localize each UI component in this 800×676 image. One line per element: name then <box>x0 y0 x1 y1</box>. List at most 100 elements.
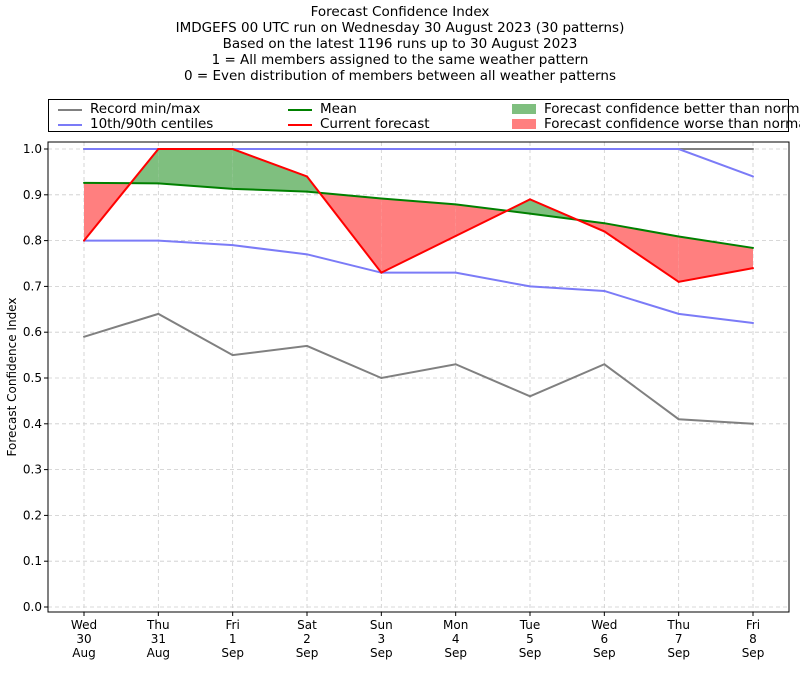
data-point-p90 <box>380 148 383 150</box>
legend-swatch <box>288 124 312 126</box>
data-point-p90 <box>83 148 85 150</box>
chart-title: Forecast Confidence Index IMDGEFS 00 UTC… <box>0 4 800 84</box>
x-tick-label: Sep <box>370 646 393 660</box>
subtitle-line: Based on the latest 1196 runs up to 30 A… <box>222 36 578 52</box>
data-point-current <box>603 230 606 233</box>
x-tick-label: Thu <box>666 618 690 632</box>
data-point-record-max <box>752 148 754 150</box>
legend-swatch <box>58 109 82 111</box>
data-point-mean <box>677 235 680 238</box>
x-tick-label: 6 <box>601 632 609 646</box>
x-tick-label: 3 <box>378 632 386 646</box>
legend-label: Current forecast <box>320 116 430 132</box>
data-point-current <box>677 280 680 283</box>
data-point-record-min <box>454 363 457 366</box>
x-tick-label: Fri <box>226 618 240 632</box>
data-point-mean <box>83 181 85 184</box>
data-point-record-min <box>83 335 85 338</box>
data-point-mean <box>157 182 160 185</box>
x-tick-label: Fri <box>746 618 760 632</box>
legend-label: Forecast confidence better than normal <box>544 101 800 117</box>
data-point-p10 <box>752 322 754 325</box>
data-point-record-min <box>752 422 754 425</box>
data-point-record-min <box>603 363 606 366</box>
y-tick-label: 0.7 <box>23 279 42 293</box>
data-point-p90 <box>752 175 754 178</box>
subtitle-line: 1 = All members assigned to the same wea… <box>211 52 589 68</box>
data-point-p10 <box>603 289 606 292</box>
fill-better-than-normal <box>158 149 233 189</box>
legend-label: Forecast confidence worse than normal <box>544 116 800 132</box>
data-point-p10 <box>677 312 680 315</box>
series-line-p10 <box>84 239 754 325</box>
y-tick-label: 0.8 <box>23 234 42 248</box>
x-tick-label: Thu <box>146 618 170 632</box>
data-point-mean <box>231 187 234 190</box>
y-tick-label: 1.0 <box>23 142 42 156</box>
x-tick-label: Tue <box>519 618 541 632</box>
data-point-record-min <box>380 377 383 379</box>
data-point-record-min <box>157 312 160 315</box>
data-point-current <box>529 198 531 201</box>
x-tick-label: Wed <box>71 618 97 632</box>
x-tick-label: 7 <box>675 632 683 646</box>
data-point-p10 <box>529 285 531 288</box>
fill-better-than-normal <box>232 149 307 192</box>
data-point-current <box>380 271 383 274</box>
x-tick-label: Aug <box>147 646 170 660</box>
data-point-mean <box>380 197 383 200</box>
legend-swatch <box>58 124 82 126</box>
data-point-current <box>306 175 308 178</box>
data-point-mean <box>306 190 308 193</box>
data-point-p90 <box>677 148 680 150</box>
series-line-current <box>83 148 754 283</box>
y-tick-label: 0.4 <box>23 417 42 431</box>
x-tick-label: 30 <box>76 632 91 646</box>
data-point-current <box>83 239 85 242</box>
x-tick-label: Sep <box>667 646 690 660</box>
data-point-record-min <box>677 418 680 421</box>
data-point-mean <box>454 203 457 206</box>
data-point-mean <box>529 212 531 215</box>
chart-legend: Record min/max 10th/90th centiles Mean C… <box>48 99 800 132</box>
y-tick-label: 0.1 <box>23 554 42 568</box>
x-tick-label: Aug <box>72 646 95 660</box>
data-point-p10 <box>157 239 160 242</box>
data-point-mean <box>603 222 606 225</box>
x-tick-label: Sun <box>370 618 393 632</box>
data-point-record-min <box>231 354 234 357</box>
x-tick-label: Sep <box>593 646 616 660</box>
x-tick-label: Sep <box>519 646 542 660</box>
fill-worse-than-normal <box>604 223 679 282</box>
legend-swatch <box>288 109 312 111</box>
x-tick-label: Mon <box>443 618 468 632</box>
data-point-p10 <box>306 253 308 256</box>
title-line: Forecast Confidence Index <box>310 4 490 20</box>
legend-swatch <box>512 119 536 129</box>
x-tick-label: Sat <box>297 618 317 632</box>
data-point-current <box>157 148 160 150</box>
x-tick-label: 8 <box>749 632 757 646</box>
fill-worse-than-normal <box>455 204 507 237</box>
data-point-p10 <box>454 271 457 274</box>
x-tick-label: 2 <box>303 632 311 646</box>
legend-label: Mean <box>320 101 357 117</box>
data-point-current <box>454 235 457 238</box>
series-line-record-min <box>83 312 754 425</box>
subtitle-line: IMDGEFS 00 UTC run on Wednesday 30 Augus… <box>175 20 625 36</box>
x-tick-label: Sep <box>444 646 467 660</box>
x-tick-label: 5 <box>526 632 534 646</box>
data-point-p90 <box>454 148 457 150</box>
data-point-p90 <box>306 148 308 150</box>
data-point-p90 <box>529 148 531 150</box>
data-point-mean <box>752 246 754 249</box>
x-tick-label: Wed <box>591 618 617 632</box>
series-line-mean <box>83 181 754 249</box>
legend-label: Record min/max <box>90 101 201 117</box>
y-tick-label: 0.0 <box>23 600 42 614</box>
x-tick-label: 4 <box>452 632 460 646</box>
plot-frame <box>47 141 790 613</box>
data-point-p90 <box>603 148 606 150</box>
fill-worse-than-normal <box>381 198 456 273</box>
data-point-current <box>752 267 754 270</box>
